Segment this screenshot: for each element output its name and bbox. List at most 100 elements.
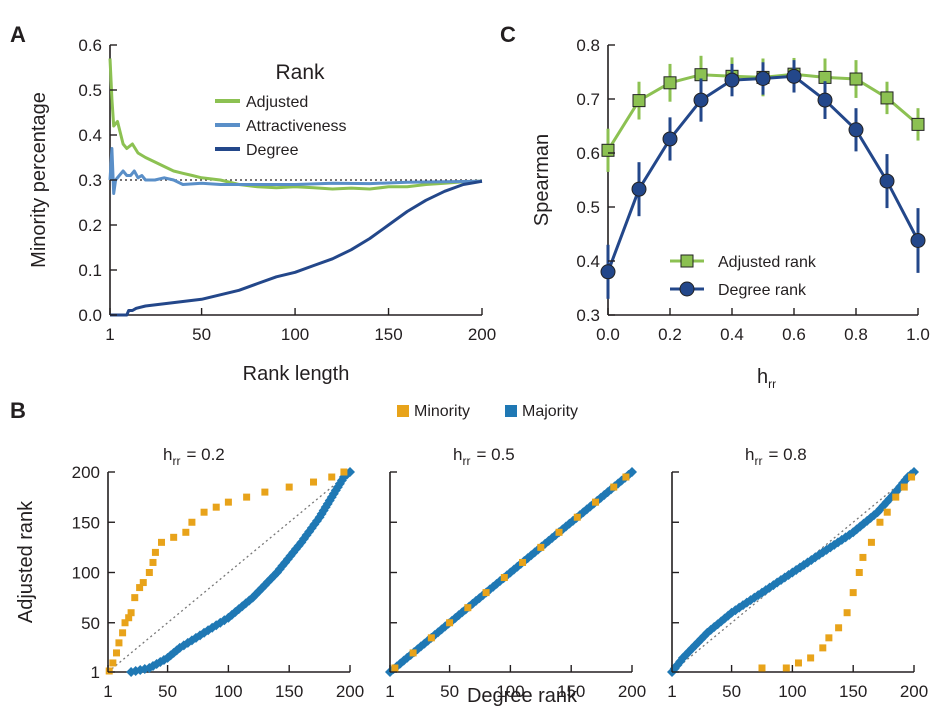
point-minority (555, 528, 563, 536)
point-minority (825, 634, 833, 642)
point-degree-rank (879, 173, 895, 189)
subplot-y-tick-label: 1 (91, 663, 100, 682)
point-minority (758, 664, 766, 672)
point-degree-rank (724, 72, 740, 88)
subplot-y-tick-label: 200 (72, 463, 100, 482)
point-minority (158, 538, 166, 546)
panel-c-x-tick-label: 0.4 (720, 325, 744, 344)
panel-letter-b: B (10, 398, 26, 423)
panel-a-x-tick-label: 150 (374, 325, 402, 344)
panel-c-y-tick-label: 0.4 (576, 252, 600, 271)
point-degree-rank (910, 232, 926, 248)
point-minority (170, 533, 178, 541)
legend-label-attractiveness: Attractiveness (246, 118, 346, 135)
subplot-diagonal (107, 471, 351, 673)
panel-letter-a: A (10, 22, 26, 47)
subplot-x-tick-label: 200 (618, 682, 646, 701)
panel-a-y-tick-label: 0.4 (78, 126, 102, 145)
panel-c-x-tick-label: 0.0 (596, 325, 620, 344)
panel-letter-c: C (500, 22, 516, 47)
panel-a-x-title: Rank length (243, 363, 350, 385)
point-minority (446, 619, 454, 627)
point-minority (427, 634, 435, 642)
subplot-y-tick-label: 150 (72, 513, 100, 532)
point-minority (908, 473, 916, 481)
point-minority (328, 473, 336, 481)
legend-label-majority: Majority (522, 403, 578, 420)
subplot-y-tick-label: 100 (72, 564, 100, 583)
point-minority (794, 659, 802, 667)
subplot-x-tick-label: 200 (900, 682, 928, 701)
point-minority (819, 644, 827, 652)
point-adjusted-rank (632, 94, 646, 108)
point-degree-rank (755, 70, 771, 86)
panel-a-y-tick-label: 0.1 (78, 261, 102, 280)
panel-a-y-tick-label: 0.2 (78, 216, 102, 235)
series-line-attractiveness (108, 147, 483, 195)
panel-c-x-tick-label: 0.6 (782, 325, 806, 344)
point-minority (849, 589, 857, 597)
point-minority (883, 508, 891, 516)
point-minority (121, 619, 129, 627)
point-adjusted-rank (911, 117, 925, 131)
panel-c-y-tick-label: 0.8 (576, 36, 600, 55)
point-minority (115, 639, 123, 647)
legend-swatch-minority (397, 405, 409, 417)
point-adjusted-rank (663, 76, 677, 90)
panel-c-x-tick-label: 0.2 (658, 325, 682, 344)
point-minority (131, 594, 139, 602)
point-minority (592, 498, 600, 506)
subplot-x-tick-label: 50 (440, 682, 459, 701)
panel-b-x-title: Degree rank (467, 685, 578, 707)
panel-b-chart: Minority Majority hrr = 0.2 hrr = 0.5 hrr =… (15, 403, 928, 707)
panel-c-y-tick-label: 0.3 (576, 306, 600, 325)
point-minority (782, 664, 790, 672)
point-degree-rank (662, 131, 678, 147)
point-minority (855, 569, 863, 577)
point-minority (391, 664, 399, 672)
point-minority (149, 558, 157, 566)
subplot-x-tick-label: 50 (158, 682, 177, 701)
point-minority (843, 609, 851, 617)
legend-marker-adjusted-rank (680, 254, 694, 268)
series-line-degree-rank (606, 74, 920, 273)
subplot-x-tick-label: 1 (385, 682, 394, 701)
panel-a-x-tick-label: 50 (192, 325, 211, 344)
point-minority (892, 493, 900, 501)
point-minority (119, 629, 127, 637)
panel-a-x-tick-label: 1 (105, 325, 114, 344)
legend-label-degree: Degree (246, 142, 299, 159)
subplot-x-tick-label: 150 (275, 682, 303, 701)
point-minority (113, 649, 121, 657)
panel-a-y-tick-label: 0.6 (78, 36, 102, 55)
point-minority (900, 483, 908, 491)
point-minority (243, 493, 251, 501)
panel-a-y-tick-label: 0.5 (78, 81, 102, 100)
point-minority (537, 543, 545, 551)
point-minority (859, 553, 867, 561)
panel-c-x-tick-label: 0.8 (844, 325, 868, 344)
legend-label-adjusted-rank: Adjusted rank (718, 254, 817, 271)
subplot-title-3: hrr = 0.8 (745, 445, 807, 468)
point-minority (261, 488, 269, 496)
subplot-x-tick-label: 100 (214, 682, 242, 701)
legend-label-minority: Minority (414, 403, 470, 420)
point-minority (610, 483, 618, 491)
subplot-2: 1 50 100 150 200 (385, 467, 646, 701)
point-minority (310, 478, 318, 486)
point-minority (212, 503, 220, 511)
point-minority (151, 548, 159, 556)
point-minority (182, 528, 190, 536)
panel-b-legend: Minority Majority (397, 403, 578, 420)
subplot-x-tick-label: 50 (722, 682, 741, 701)
point-majority (627, 467, 637, 477)
subplot-title-1: hrr = 0.2 (163, 445, 225, 468)
point-minority (500, 574, 508, 582)
subplot-title-2: hrr = 0.5 (453, 445, 515, 468)
panel-a-x-tick-label: 100 (281, 325, 309, 344)
point-minority (409, 649, 417, 657)
point-minority (482, 589, 490, 597)
point-minority (573, 513, 581, 521)
